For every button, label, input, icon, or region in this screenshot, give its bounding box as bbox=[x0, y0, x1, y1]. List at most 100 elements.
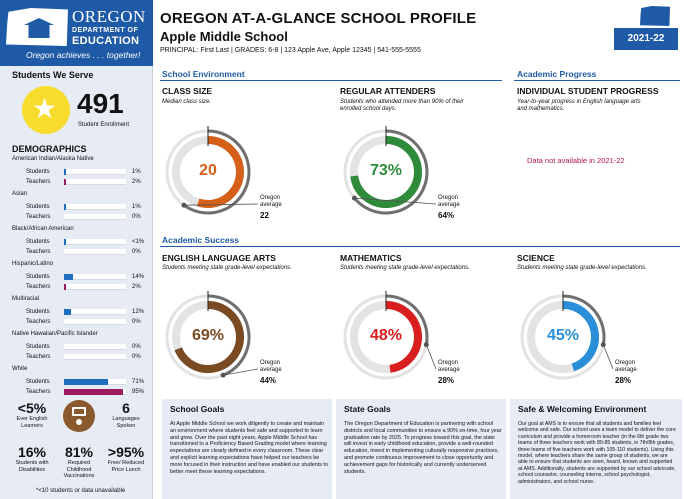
students-bar bbox=[64, 309, 72, 315]
logo-education: EDUCATION bbox=[72, 35, 140, 47]
safe-environment-heading: Safe & Welcoming Environment bbox=[518, 404, 647, 414]
row-label: Teachers bbox=[26, 214, 51, 220]
enrollment-label: Student Enrollment bbox=[78, 122, 130, 128]
demographic-group-label: American Indian/Alaska Native bbox=[12, 156, 94, 162]
row-pct: 1% bbox=[132, 204, 141, 210]
math-average-value: 28% bbox=[438, 376, 455, 385]
demographic-teachers-row: Teachers 0% bbox=[12, 318, 141, 326]
math-gauge: 48% Oregon average 28% bbox=[343, 285, 460, 385]
section-divider bbox=[514, 80, 680, 81]
row-pct: 2% bbox=[132, 284, 141, 290]
student-stats: <5% Ever English Learners 6 Languages Sp… bbox=[10, 398, 148, 498]
safe-environment-box: Safe & Welcoming Environment Our goal at… bbox=[510, 399, 682, 499]
section-academic-success: Academic Success bbox=[162, 235, 240, 245]
demographic-group-label: Hispanic/Latino bbox=[12, 261, 54, 267]
disabilities-stat: 16% Students with Disabilities bbox=[10, 444, 54, 473]
math-average-label: Oregon average bbox=[438, 360, 460, 373]
row-pct: 14% bbox=[132, 274, 145, 280]
ela-gauge-svg bbox=[165, 291, 259, 380]
students-we-serve-heading: Students We Serve bbox=[12, 70, 94, 80]
languages-stat: 6 Languages Spoken bbox=[106, 400, 146, 429]
year-badge: 2021-22 bbox=[614, 28, 678, 50]
demographic-group-label: Native Hawaiian/Pacific Islander bbox=[12, 331, 98, 337]
star-icon: ★ bbox=[22, 86, 70, 134]
average-leader bbox=[354, 197, 437, 205]
science-gauge-svg bbox=[520, 291, 614, 380]
science-value: 45% bbox=[546, 327, 580, 344]
attenders-desc: Students who attended more than 90% of t… bbox=[340, 99, 464, 112]
state-goals-text: The Oregon Department of Education is pa… bbox=[344, 421, 502, 475]
disabilities-value: 16% bbox=[17, 444, 47, 460]
oregon-map-icon bbox=[6, 8, 68, 46]
average-marker bbox=[181, 202, 187, 208]
row-label: Teachers bbox=[26, 284, 51, 290]
row-label: Students bbox=[26, 204, 50, 210]
average-marker bbox=[220, 372, 226, 378]
science-desc: Students meeting state grade-level expec… bbox=[517, 265, 647, 271]
science-average-label: Oregon average bbox=[615, 360, 637, 373]
math-desc: Students meeting state grade-level expec… bbox=[340, 265, 470, 271]
teachers-bar bbox=[64, 179, 66, 185]
languages-label: Languages Spoken bbox=[112, 416, 140, 429]
class_size-value: 20 bbox=[199, 162, 217, 179]
row-pct: 1% bbox=[132, 169, 141, 175]
students-bar bbox=[64, 204, 66, 210]
teacher-icon bbox=[63, 400, 95, 432]
ela-desc: Students meeting state grade-level expec… bbox=[162, 265, 292, 271]
demographic-group-label: White bbox=[12, 366, 28, 372]
section-school-environment: School Environment bbox=[162, 69, 245, 79]
bar-track bbox=[64, 169, 126, 175]
school-goals-box: School Goals At Apple Middle School we w… bbox=[162, 399, 332, 499]
attenders-title: REGULAR ATTENDERS bbox=[340, 86, 436, 96]
students-bar bbox=[64, 239, 66, 245]
demographic-teachers-row: Teachers 2% bbox=[12, 283, 141, 291]
school-goals-heading: School Goals bbox=[170, 404, 225, 414]
class_size-average-label: Oregon average bbox=[260, 195, 282, 208]
state-goals-heading: State Goals bbox=[344, 404, 391, 414]
demographic-group-label: Black/African American bbox=[12, 226, 74, 232]
ela-value: 69% bbox=[191, 327, 225, 344]
row-label: Students bbox=[26, 344, 50, 350]
bar-track bbox=[64, 379, 126, 385]
ela-title: ENGLISH LANGUAGE ARTS bbox=[162, 253, 276, 263]
value-arc bbox=[196, 136, 244, 208]
section-divider bbox=[160, 246, 680, 247]
students-bar bbox=[64, 274, 73, 280]
logo-oregon: OREGON bbox=[72, 7, 146, 26]
class-size-gauge: 20 Oregon average 22 bbox=[165, 120, 282, 220]
row-label: Students bbox=[26, 274, 50, 280]
attenders-gauge: 73% Oregon average 64% bbox=[343, 120, 460, 220]
average-leader bbox=[183, 203, 259, 206]
bar-track bbox=[64, 319, 126, 325]
safe-environment-text: Our goal at AMS is to ensure that all st… bbox=[518, 421, 676, 485]
oregon-average-arc bbox=[207, 294, 251, 377]
students-bar bbox=[64, 379, 109, 385]
math-title: MATHEMATICS bbox=[340, 253, 402, 263]
average-leader bbox=[602, 344, 614, 370]
bar-track bbox=[64, 354, 126, 360]
enrollment-count: 491 bbox=[77, 88, 124, 119]
oregon-average-arc bbox=[562, 294, 606, 345]
ela-average-label: Oregon average bbox=[260, 360, 282, 373]
class_size-average-value: 22 bbox=[260, 211, 269, 220]
row-label: Teachers bbox=[26, 389, 51, 395]
progress-desc: Year-to-year progress in English languag… bbox=[517, 99, 641, 112]
students-bar bbox=[64, 169, 66, 175]
class-size-title: CLASS SIZE bbox=[162, 86, 213, 96]
bar-track bbox=[64, 344, 126, 350]
bar-track bbox=[64, 179, 126, 185]
disabilities-label: Students with Disabilities bbox=[15, 460, 49, 473]
oregon-average-arc bbox=[353, 129, 429, 215]
section-academic-progress: Academic Progress bbox=[517, 69, 597, 79]
vaccinations-label: Required Childhood Vaccinations bbox=[63, 460, 95, 479]
principal-line: PRINCIPAL: First Last | GRADES: 6-8 | 12… bbox=[160, 47, 421, 54]
science-gauge: 45% Oregon average 28% bbox=[520, 285, 637, 385]
attenders-average-label: Oregon average bbox=[438, 195, 460, 208]
footnote: *<10 students or data unavailable bbox=[36, 488, 126, 494]
class-size-desc: Median class size. bbox=[162, 99, 212, 105]
row-pct: 71% bbox=[132, 379, 145, 385]
demographic-students-row: Students <1% bbox=[12, 238, 144, 246]
demographic-students-row: Students 71% bbox=[12, 378, 144, 386]
attenders-value: 73% bbox=[369, 162, 403, 179]
school-name: Apple Middle School bbox=[160, 29, 288, 44]
